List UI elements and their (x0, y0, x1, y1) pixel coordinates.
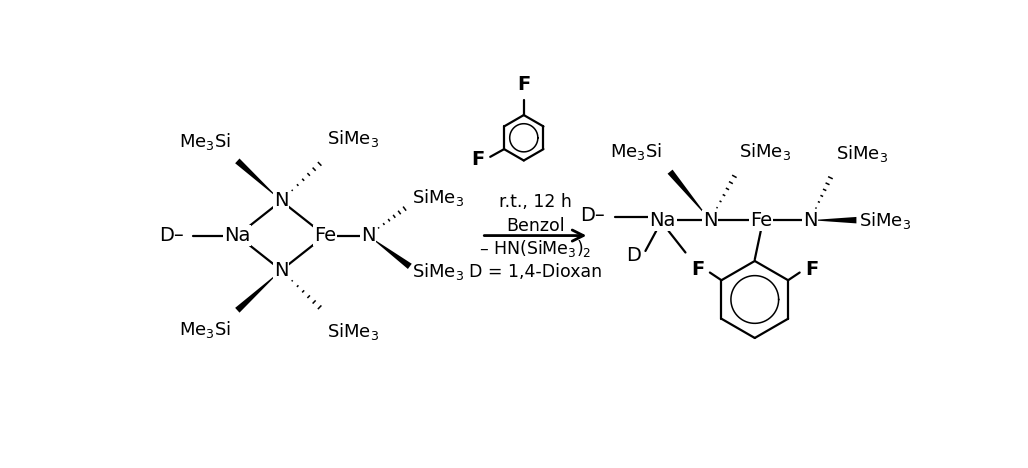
Text: F: F (517, 75, 530, 94)
Text: N: N (703, 211, 718, 230)
Text: Na: Na (224, 226, 251, 245)
Text: SiMe$_3$: SiMe$_3$ (836, 143, 888, 164)
Text: Benzol: Benzol (506, 217, 564, 234)
Text: F: F (805, 260, 818, 279)
Text: N: N (803, 211, 817, 230)
Text: SiMe$_3$: SiMe$_3$ (412, 261, 465, 282)
Polygon shape (368, 235, 412, 269)
Text: SiMe$_3$: SiMe$_3$ (327, 321, 378, 342)
Text: Na: Na (650, 211, 675, 230)
Text: N: N (361, 226, 375, 245)
Text: Me$_3$Si: Me$_3$Si (611, 141, 662, 162)
Polygon shape (235, 159, 282, 201)
Text: D–: D– (580, 206, 604, 225)
Text: F: F (691, 260, 704, 279)
Text: Fe: Fe (314, 226, 336, 245)
Text: – HN(SiMe$_3$)$_2$: – HN(SiMe$_3$)$_2$ (479, 238, 591, 259)
Text: Fe: Fe (749, 211, 772, 230)
Polygon shape (667, 169, 710, 220)
Polygon shape (810, 217, 856, 223)
Text: SiMe$_3$: SiMe$_3$ (327, 128, 378, 149)
Text: r.t., 12 h: r.t., 12 h (499, 193, 572, 212)
Text: SiMe$_3$: SiMe$_3$ (412, 187, 465, 208)
Text: SiMe$_3$: SiMe$_3$ (858, 210, 911, 231)
Polygon shape (235, 270, 282, 313)
Text: N: N (274, 261, 289, 280)
Text: Me$_3$Si: Me$_3$Si (179, 131, 231, 152)
Text: D = 1,4-Dioxan: D = 1,4-Dioxan (469, 263, 601, 281)
Text: D: D (626, 246, 640, 265)
Text: F: F (472, 150, 485, 168)
Text: N: N (274, 191, 289, 211)
Text: Me$_3$Si: Me$_3$Si (179, 320, 231, 341)
Text: D–: D– (158, 226, 183, 245)
Text: SiMe$_3$: SiMe$_3$ (739, 141, 792, 162)
